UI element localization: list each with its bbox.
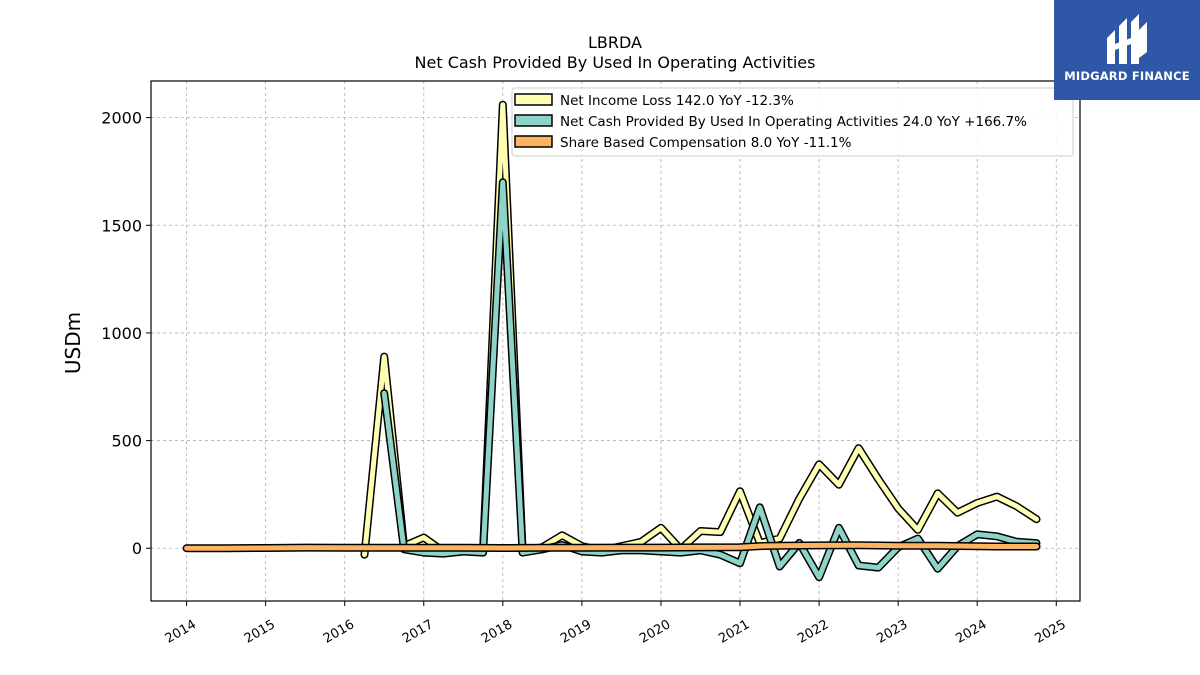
y-tick-label: 500 <box>111 432 142 451</box>
series-outline <box>360 100 1041 559</box>
y-tick-label: 1000 <box>101 324 142 343</box>
chart-subtitle: Net Cash Provided By Used In Operating A… <box>415 53 816 72</box>
series-line-0 <box>360 100 1041 559</box>
x-tick-label: 2021 <box>716 617 752 647</box>
legend: Net Income Loss 142.0 YoY -12.3% Net Cash… <box>511 87 1074 157</box>
series-outline <box>380 178 1041 582</box>
legend-label: Net Income Loss 142.0 YoY -12.3% <box>560 93 794 109</box>
x-tick-label: 2019 <box>558 617 594 647</box>
series-stroke <box>362 102 1039 558</box>
legend-swatch <box>514 93 553 106</box>
y-axis-label: USDm <box>61 312 85 374</box>
x-tick-label: 2020 <box>637 617 673 647</box>
y-axis-ticks: 0 500 1000 1500 2000 <box>101 109 151 558</box>
y-tick-label: 2000 <box>101 109 142 128</box>
x-tick-label: 2014 <box>163 617 199 647</box>
y-tick-label: 0 <box>132 539 142 558</box>
logo-mark-icon <box>1107 14 1147 64</box>
x-tick-label: 2024 <box>953 617 989 647</box>
x-tick-label: 2018 <box>479 617 515 647</box>
x-tick-label: 2025 <box>1032 617 1068 647</box>
x-tick-label: 2017 <box>400 617 436 647</box>
series-stroke <box>381 179 1039 580</box>
legend-swatch <box>514 114 553 127</box>
chart-title: LBRDA <box>588 33 642 52</box>
midgard-finance-logo: MIDGARD FINANCE <box>1054 0 1200 100</box>
legend-box <box>511 87 1074 157</box>
x-tick-label: 2015 <box>242 617 278 647</box>
series-stroke <box>184 542 1039 551</box>
x-tick-label: 2023 <box>874 617 910 647</box>
series-line-1 <box>380 178 1041 582</box>
series-layer <box>182 100 1041 582</box>
plot-frame <box>150 80 1081 602</box>
legend-label: Share Based Compensation 8.0 YoY -11.1% <box>560 135 852 151</box>
x-tick-label: 2016 <box>321 617 357 647</box>
legend-swatch <box>514 135 553 148</box>
x-axis-ticks: 2014 2015 2016 2017 2018 2019 2020 2021 2022 2023… <box>163 601 1069 647</box>
x-tick-label: 2022 <box>795 617 831 647</box>
y-tick-label: 1500 <box>101 216 142 235</box>
logo-text: MIDGARD FINANCE <box>1064 69 1190 83</box>
grid <box>151 81 1080 601</box>
legend-label: Net Cash Provided By Used In Operating A… <box>560 114 1027 130</box>
series-line-2 <box>182 541 1041 553</box>
